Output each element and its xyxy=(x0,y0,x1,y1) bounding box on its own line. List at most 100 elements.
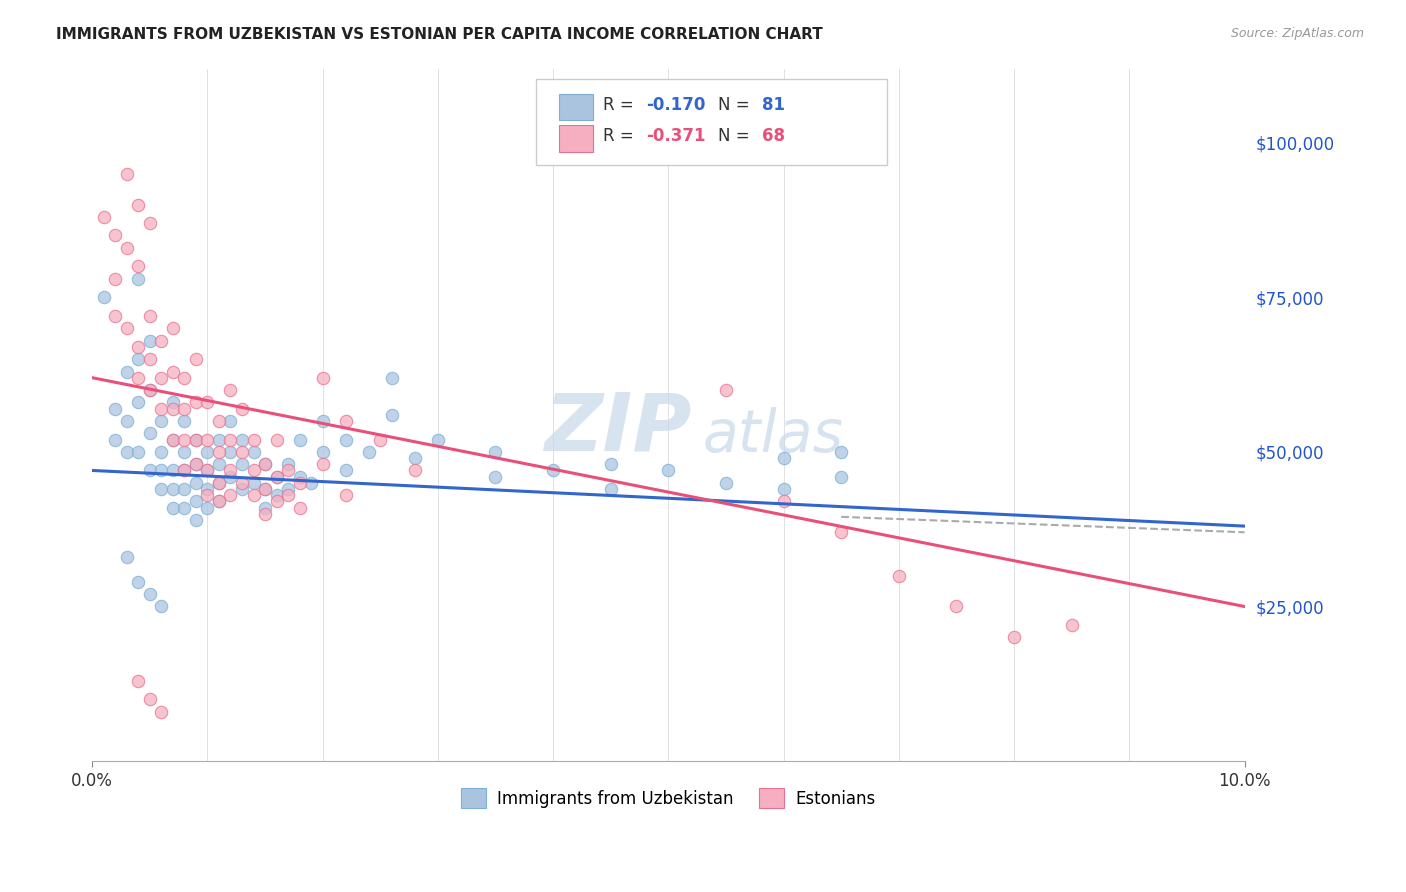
Point xyxy=(127,395,149,409)
Point xyxy=(162,433,184,447)
Point xyxy=(266,488,288,502)
Point xyxy=(93,290,115,304)
Point xyxy=(197,488,219,502)
Point xyxy=(150,482,173,496)
Point xyxy=(139,352,162,367)
Text: Source: ZipAtlas.com: Source: ZipAtlas.com xyxy=(1230,27,1364,40)
Point xyxy=(139,334,162,348)
Point xyxy=(277,463,299,477)
Point xyxy=(197,463,219,477)
Point xyxy=(253,482,276,496)
Point xyxy=(242,475,264,490)
Point xyxy=(219,414,242,428)
Point xyxy=(162,401,184,416)
Point xyxy=(253,500,276,515)
Text: R =: R = xyxy=(603,128,638,145)
Point xyxy=(150,401,173,416)
Point xyxy=(335,414,357,428)
Point xyxy=(657,463,679,477)
Point xyxy=(150,370,173,384)
Point xyxy=(945,599,967,614)
Point xyxy=(208,494,231,508)
Text: -0.371: -0.371 xyxy=(647,128,706,145)
Point xyxy=(208,433,231,447)
Point xyxy=(139,383,162,397)
Point xyxy=(772,482,794,496)
Point xyxy=(219,488,242,502)
Point xyxy=(208,457,231,471)
Point xyxy=(219,469,242,483)
Point xyxy=(162,364,184,378)
FancyBboxPatch shape xyxy=(558,125,593,152)
Point xyxy=(335,488,357,502)
Point xyxy=(714,383,737,397)
Point xyxy=(127,370,149,384)
Point xyxy=(115,167,138,181)
Point xyxy=(173,500,195,515)
Point xyxy=(150,445,173,459)
Point xyxy=(139,587,162,601)
Point xyxy=(139,216,162,230)
Point xyxy=(184,457,207,471)
Point xyxy=(184,475,207,490)
FancyBboxPatch shape xyxy=(536,78,887,166)
Point xyxy=(115,549,138,564)
Point xyxy=(208,414,231,428)
Point xyxy=(104,401,127,416)
Point xyxy=(197,463,219,477)
Point xyxy=(231,475,253,490)
Point xyxy=(484,469,506,483)
Point xyxy=(277,482,299,496)
Point xyxy=(231,457,253,471)
Point xyxy=(162,463,184,477)
Point xyxy=(219,463,242,477)
Point xyxy=(311,457,333,471)
Point xyxy=(162,395,184,409)
Point xyxy=(150,414,173,428)
Point xyxy=(184,433,207,447)
Point xyxy=(266,469,288,483)
Point xyxy=(162,500,184,515)
Point xyxy=(127,260,149,274)
Point xyxy=(253,482,276,496)
Point xyxy=(288,469,311,483)
Point xyxy=(288,433,311,447)
Text: 68: 68 xyxy=(762,128,785,145)
Point xyxy=(311,445,333,459)
Point xyxy=(830,525,852,540)
Point xyxy=(173,445,195,459)
Point xyxy=(173,370,195,384)
Point xyxy=(173,433,195,447)
Point xyxy=(173,482,195,496)
Point xyxy=(104,433,127,447)
Point xyxy=(127,673,149,688)
Point xyxy=(381,370,404,384)
Point xyxy=(830,445,852,459)
Point xyxy=(381,408,404,422)
Point xyxy=(184,395,207,409)
Point xyxy=(197,433,219,447)
Point xyxy=(772,451,794,466)
Point xyxy=(208,445,231,459)
Point xyxy=(197,482,219,496)
Point xyxy=(484,445,506,459)
Point xyxy=(208,475,231,490)
Point xyxy=(231,445,253,459)
Point xyxy=(184,513,207,527)
Point xyxy=(139,426,162,441)
Point xyxy=(266,433,288,447)
Point xyxy=(277,488,299,502)
Point xyxy=(127,340,149,354)
Point xyxy=(404,463,426,477)
FancyBboxPatch shape xyxy=(558,95,593,120)
Legend: Immigrants from Uzbekistan, Estonians: Immigrants from Uzbekistan, Estonians xyxy=(454,781,883,815)
Point xyxy=(184,352,207,367)
Point xyxy=(335,463,357,477)
Point xyxy=(93,210,115,224)
Text: N =: N = xyxy=(718,96,755,114)
Point xyxy=(197,500,219,515)
Point xyxy=(115,414,138,428)
Point xyxy=(253,457,276,471)
Point xyxy=(242,488,264,502)
Point xyxy=(887,568,910,582)
